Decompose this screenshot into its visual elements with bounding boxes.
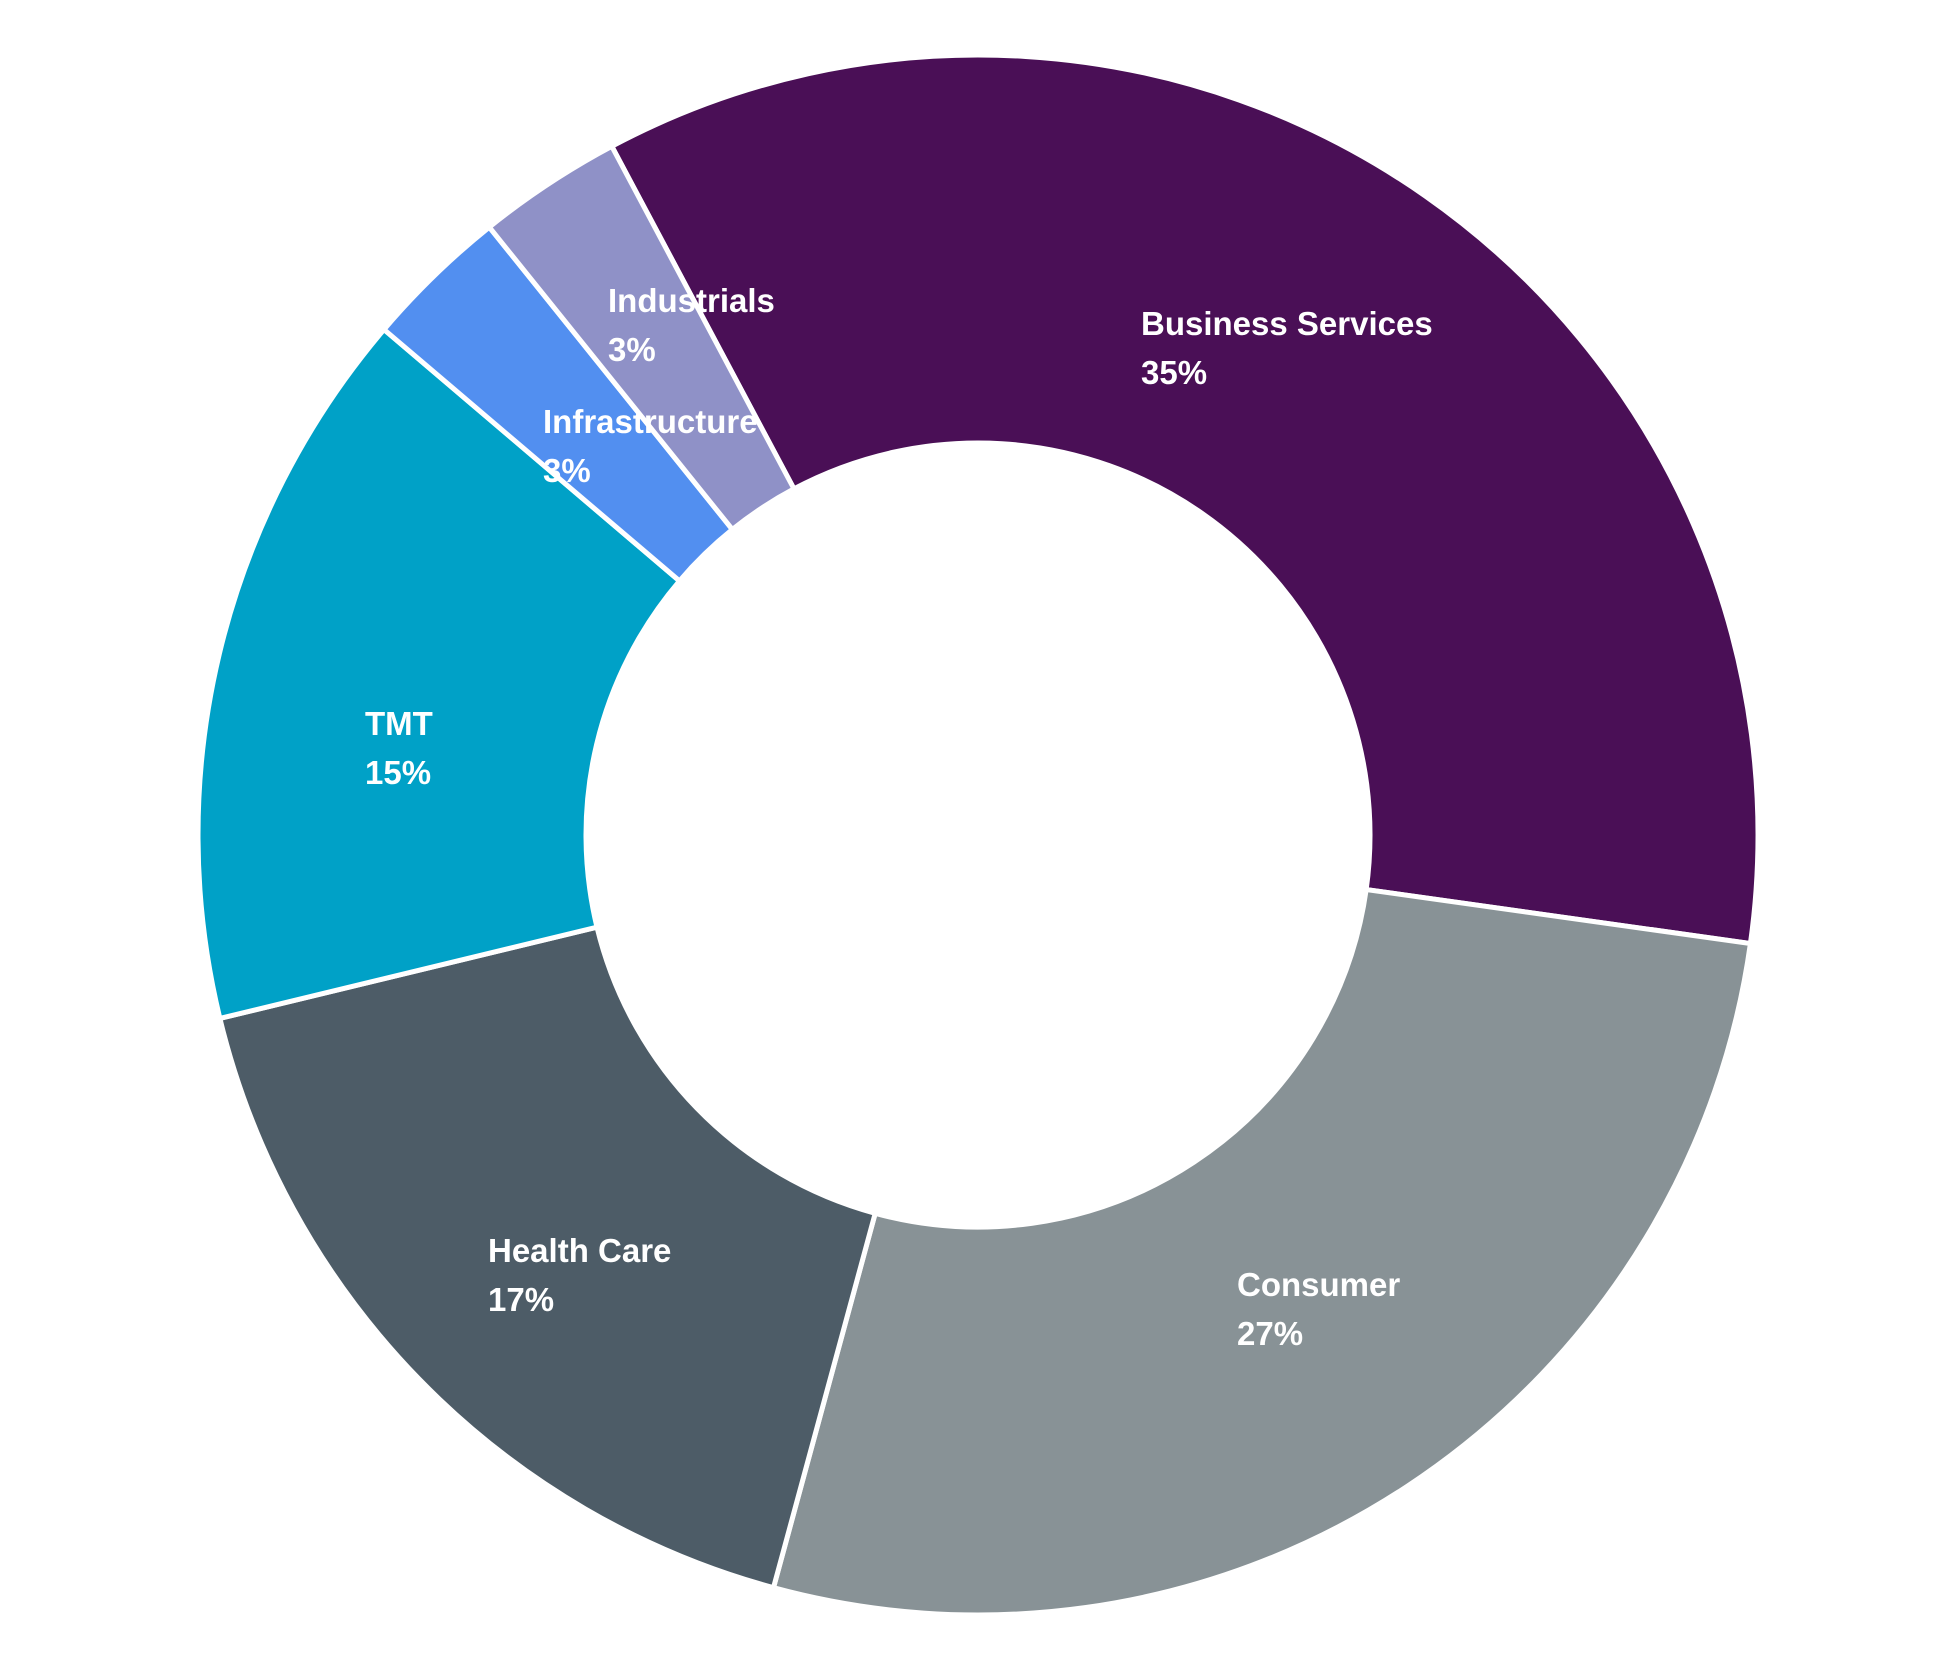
- slice-value-label: 17%: [488, 1281, 554, 1318]
- slice-label: Health Care: [488, 1232, 671, 1269]
- slice-health-care: [216, 924, 879, 1591]
- slice-value-label: 15%: [365, 754, 431, 791]
- slice-value-label: 3%: [543, 452, 591, 489]
- slice-value-label: 35%: [1141, 354, 1207, 391]
- slice-tmt: [195, 325, 684, 1022]
- slice-label: Business Services: [1141, 305, 1433, 342]
- slice-business-services: [608, 52, 1761, 947]
- donut-slices: [195, 52, 1761, 1618]
- donut-labels: Business Services 35% Consumer 27% Health Ca…: [365, 282, 1433, 1352]
- slice-label: Consumer: [1237, 1266, 1400, 1303]
- slice-value-label: 3%: [608, 331, 656, 368]
- slice-label: TMT: [365, 705, 433, 742]
- slice-value-label: 27%: [1237, 1315, 1303, 1352]
- slice-label: Industrials: [608, 282, 775, 319]
- slice-label: Infrastructure: [543, 403, 758, 440]
- slice-consumer: [770, 886, 1754, 1618]
- slice-industrials: [485, 142, 798, 534]
